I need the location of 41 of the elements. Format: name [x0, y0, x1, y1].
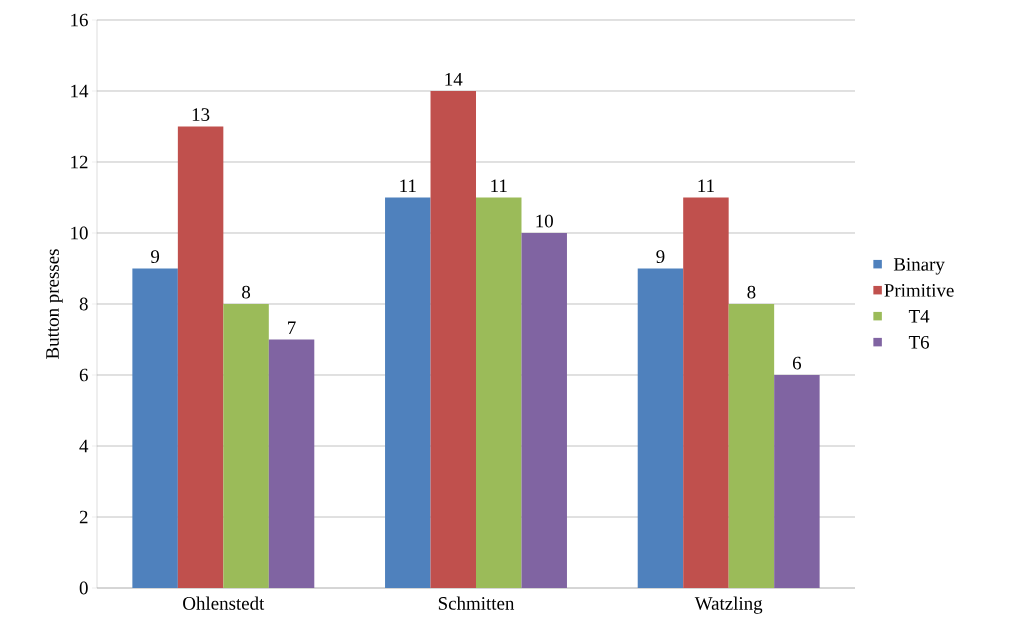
data-label: 11	[400, 179, 416, 192]
bar	[637, 268, 684, 588]
bar	[385, 197, 431, 588]
y-tick-label: 16	[71, 13, 88, 27]
bar	[132, 268, 178, 588]
bar	[177, 126, 224, 588]
bar	[430, 90, 476, 588]
y-tick-label: 0	[79, 581, 88, 595]
y-axis-title: Button presses	[46, 249, 63, 359]
legend-label: Primitive	[884, 284, 954, 297]
data-label: 9	[150, 250, 160, 263]
bar	[521, 233, 567, 588]
data-label: 13	[192, 108, 210, 121]
data-label: 10	[536, 214, 553, 228]
data-label: 11	[491, 179, 507, 192]
bar	[476, 197, 522, 588]
bar	[728, 304, 775, 588]
data-label: 8	[242, 285, 251, 299]
data-label: 11	[698, 179, 714, 192]
y-tick-label: 12	[71, 155, 88, 169]
x-tick-label: Schmitten	[438, 596, 515, 610]
legend-label: T6	[908, 335, 930, 349]
x-tick-label: Ohlenstedt	[183, 596, 265, 610]
y-tick-label: 14	[71, 84, 89, 98]
legend-label: T4	[908, 310, 930, 323]
y-tick-label: 2	[79, 510, 88, 524]
data-label: 9	[656, 250, 665, 263]
data-label: 14	[445, 72, 463, 86]
x-tick-label: Watzling	[694, 596, 763, 614]
y-tick-label: 4	[79, 439, 89, 453]
bar	[774, 375, 820, 588]
y-tick-label: 8	[79, 297, 88, 311]
y-tick-label: 6	[79, 368, 88, 382]
bar	[223, 304, 269, 588]
data-label: 6	[792, 356, 802, 370]
bar	[268, 339, 315, 588]
y-tick-label: 10	[71, 226, 88, 240]
legend-label: Binary	[893, 258, 945, 275]
data-label: 7	[288, 321, 296, 334]
bar	[683, 197, 729, 588]
data-label: 8	[747, 285, 756, 299]
